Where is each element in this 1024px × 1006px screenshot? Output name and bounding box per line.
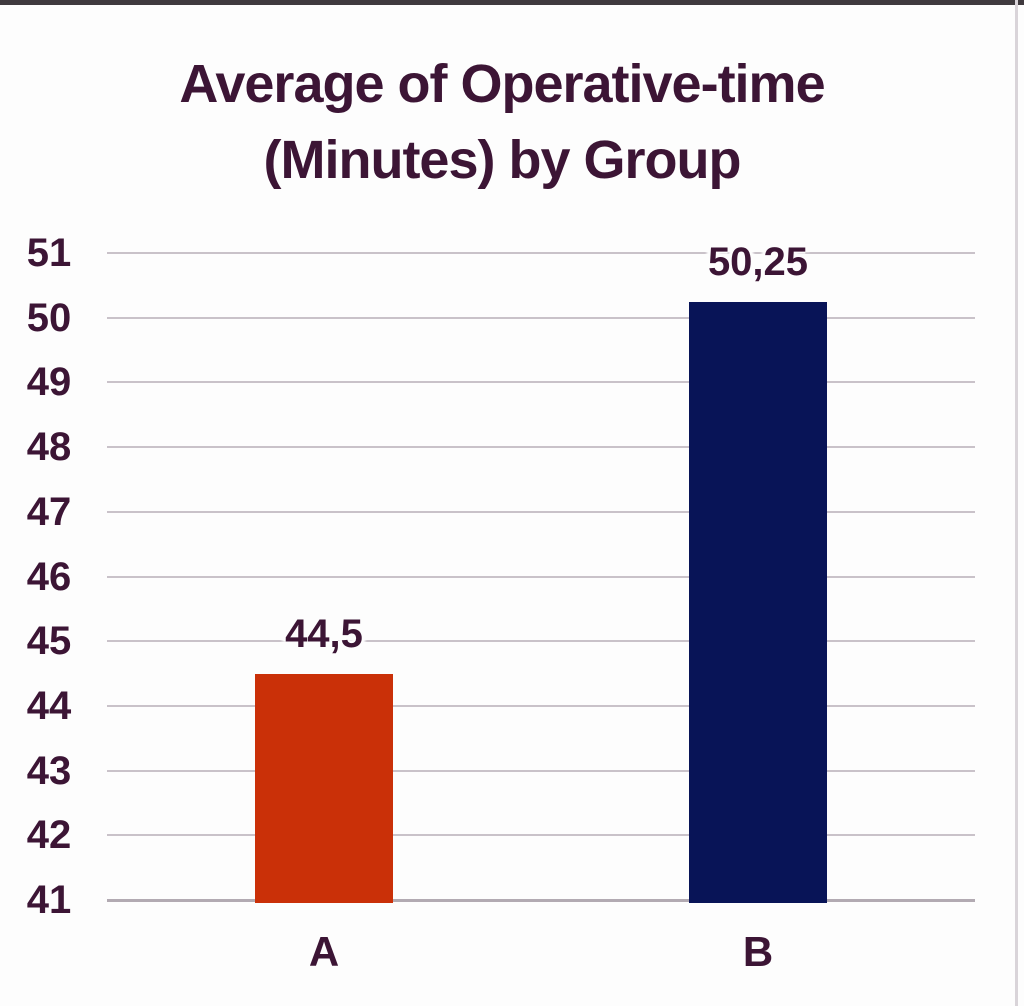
x-axis-baseline <box>107 899 975 902</box>
gridline <box>107 640 975 643</box>
y-axis-tick-label: 47 <box>26 489 72 534</box>
y-axis-tick-label: 51 <box>26 231 72 275</box>
gridline <box>107 575 975 578</box>
y-axis-tick-label: 46 <box>26 554 72 599</box>
gridline <box>107 510 975 513</box>
gridline <box>107 834 975 837</box>
gridline <box>107 316 975 319</box>
chart-title-line1: Average of Operative-time <box>179 54 825 114</box>
gridline <box>107 446 975 449</box>
gridline <box>107 252 975 254</box>
chart-title: Average of Operative-time (Minutes) by G… <box>0 46 1004 198</box>
gridline <box>107 704 975 707</box>
x-axis-category-label: B <box>742 928 774 975</box>
y-axis-tick-label: 49 <box>26 360 72 405</box>
bar-group-a <box>255 673 393 903</box>
bar-value-label: 50,25 <box>707 239 809 284</box>
gridline <box>107 769 975 772</box>
top-border-strip <box>0 0 1024 5</box>
gridline <box>107 381 975 384</box>
right-edge-line <box>1015 0 1018 1006</box>
y-axis-tick-label: 41 <box>26 878 72 922</box>
y-axis-tick-label: 50 <box>26 295 72 340</box>
bar-value-label: 44,5 <box>285 611 363 656</box>
y-axis-tick-label: 44 <box>26 683 72 728</box>
bar-group-b <box>689 301 827 903</box>
y-axis-tick-label: 48 <box>26 425 72 470</box>
y-axis-tick-label: 42 <box>26 813 72 858</box>
chart-title-line2: (Minutes) by Group <box>263 130 742 190</box>
y-axis-tick-label: 43 <box>26 748 72 793</box>
y-axis-tick-label: 45 <box>26 619 72 664</box>
x-axis-category-label: A <box>308 928 340 975</box>
